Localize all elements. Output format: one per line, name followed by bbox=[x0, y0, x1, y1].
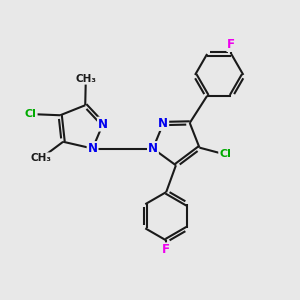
Text: Cl: Cl bbox=[25, 109, 37, 119]
Text: N: N bbox=[98, 118, 108, 130]
Text: N: N bbox=[88, 142, 98, 155]
Text: N: N bbox=[148, 142, 158, 155]
Text: F: F bbox=[227, 38, 235, 51]
Text: Cl: Cl bbox=[219, 149, 231, 159]
Text: CH₃: CH₃ bbox=[31, 153, 52, 163]
Text: N: N bbox=[158, 117, 168, 130]
Text: CH₃: CH₃ bbox=[75, 74, 96, 84]
Text: F: F bbox=[162, 243, 170, 256]
